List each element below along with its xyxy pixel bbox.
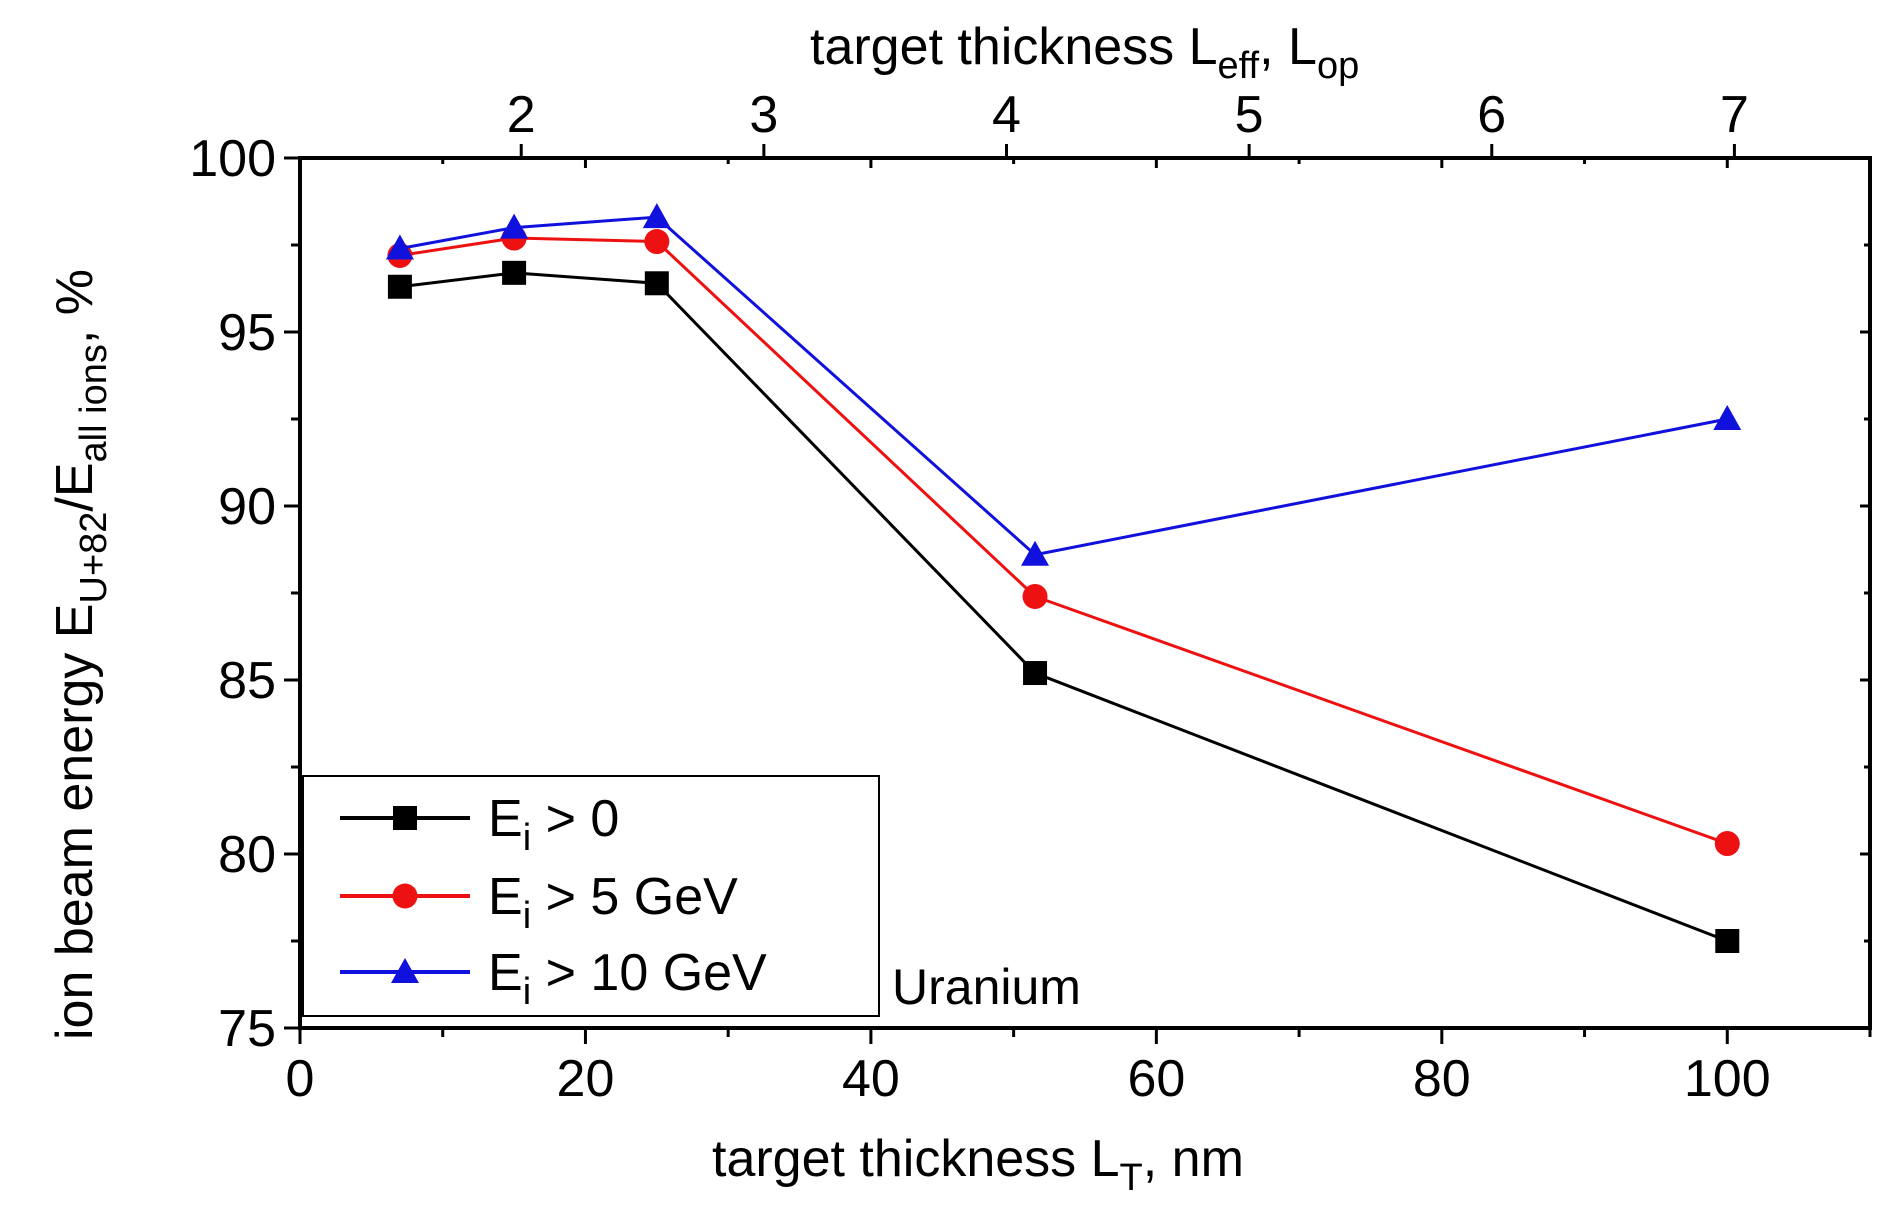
- legend-label-1-sub: i: [523, 895, 531, 937]
- y-axis-title-unit: , %: [46, 269, 104, 344]
- x-tick-label: 80: [1413, 1050, 1471, 1108]
- data-point-0: [1715, 929, 1740, 953]
- data-point-0: [644, 271, 669, 296]
- y-tick-label: 80: [218, 826, 276, 884]
- legend-swatch-marker-2: [391, 958, 419, 983]
- legend-label-2: Ei > 10 GeV: [488, 944, 767, 1013]
- top-axis-title: target thickness Leff, Lop: [810, 18, 1359, 87]
- top-tick-label: 7: [1720, 86, 1749, 144]
- y-tick-label: 95: [218, 304, 276, 362]
- data-point-2: [1021, 540, 1050, 566]
- top-tick-label: 4: [992, 86, 1021, 144]
- series-layer: [385, 203, 1742, 953]
- legend-items: [340, 806, 470, 983]
- legend-label-0-sub: i: [523, 817, 531, 859]
- series-2: [385, 203, 1742, 566]
- legend-label-0-main: E: [488, 790, 523, 848]
- series-0: [387, 260, 1740, 953]
- legend-label-0-rest: > 0: [531, 790, 619, 848]
- x-tick-label: 0: [286, 1050, 315, 1108]
- legend-label-1-rest: > 5 GeV: [531, 868, 738, 926]
- x-tick-label: 60: [1127, 1050, 1185, 1108]
- data-point-0: [387, 274, 412, 299]
- y-axis-title-part2: /E: [46, 462, 104, 511]
- annotation-uranium: Uranium: [892, 959, 1081, 1015]
- top-axis-title-sub2: op: [1317, 45, 1359, 87]
- y-axis-title: ion beam energy EU+82/Eall ions, %: [46, 269, 115, 1040]
- tick-labels: 0 20 40 60 80 100 75 80 85 90 95 100 2 3 4 5 6 7: [189, 86, 1770, 1108]
- y-axis-title-part1: ion beam energy E: [46, 604, 104, 1041]
- top-axis-title-sub1: eff: [1218, 45, 1260, 87]
- data-point-0: [1023, 661, 1048, 686]
- data-point-2: [1713, 405, 1742, 430]
- x-axis-title-unit: , nm: [1143, 1130, 1244, 1188]
- x-tick-label: 100: [1684, 1050, 1771, 1108]
- top-tick-label: 6: [1477, 86, 1506, 144]
- top-tick-label: 2: [507, 86, 536, 144]
- data-point-0: [502, 260, 527, 285]
- y-tick-label: 90: [218, 478, 276, 536]
- top-tick-label: 3: [749, 86, 778, 144]
- series-1: [387, 225, 1740, 857]
- top-tick-label: 5: [1235, 86, 1264, 144]
- x-tick-label: 20: [557, 1050, 615, 1108]
- x-axis-title-sub: T: [1120, 1157, 1143, 1199]
- legend-label-2-main: E: [488, 944, 523, 1002]
- x-axis-title-main: target thickness L: [712, 1130, 1120, 1188]
- series-line-2: [399, 215, 1728, 557]
- legend-label-2-sub: i: [523, 971, 531, 1013]
- y-tick-label: 100: [189, 130, 276, 188]
- y-tick-label: 85: [218, 652, 276, 710]
- legend: Ei > 0 Ei > 5 GeV Ei > 10 GeV: [302, 775, 880, 1017]
- series-line-1: [399, 236, 1728, 845]
- data-point-2: [500, 213, 529, 239]
- x-axis-title: target thickness LT, nm: [712, 1130, 1244, 1199]
- legend-swatch-marker-0: [393, 806, 417, 830]
- data-point-2: [385, 234, 414, 260]
- legend-label-0: Ei > 0: [488, 790, 619, 859]
- legend-label-1: Ei > 5 GeV: [488, 868, 738, 937]
- top-axis-title-sep: , L: [1259, 18, 1317, 76]
- data-point-1: [1714, 831, 1740, 857]
- data-point-2: [642, 203, 671, 229]
- data-point-1: [644, 229, 670, 255]
- x-tick-label: 40: [842, 1050, 900, 1108]
- axis-ticks: [284, 144, 1872, 1044]
- legend-label-2-rest: > 10 GeV: [531, 944, 767, 1002]
- y-axis-title-sub2: all ions: [73, 344, 115, 462]
- legend-swatch-marker-1: [392, 883, 418, 909]
- data-point-1: [1022, 583, 1048, 609]
- legend-label-1-main: E: [488, 868, 523, 926]
- top-axis-title-main: target thickness L: [810, 18, 1218, 76]
- y-axis-title-sub1: U+82: [73, 512, 115, 604]
- y-tick-label: 75: [218, 1000, 276, 1058]
